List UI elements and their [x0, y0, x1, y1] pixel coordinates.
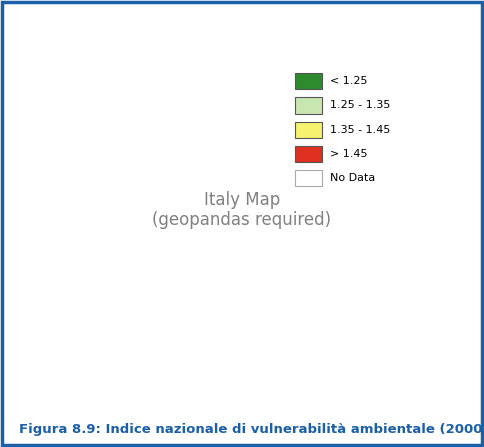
Text: > 1.45: > 1.45 [331, 149, 368, 159]
Text: 1.35 - 1.45: 1.35 - 1.45 [331, 125, 391, 135]
Text: Italy Map
(geopandas required): Italy Map (geopandas required) [152, 191, 332, 229]
FancyBboxPatch shape [295, 146, 321, 162]
Text: < 1.25: < 1.25 [331, 76, 368, 86]
FancyBboxPatch shape [295, 122, 321, 138]
FancyBboxPatch shape [295, 97, 321, 114]
FancyBboxPatch shape [295, 170, 321, 186]
Text: 1.25 - 1.35: 1.25 - 1.35 [331, 101, 391, 110]
FancyBboxPatch shape [295, 73, 321, 89]
Text: No Data: No Data [331, 173, 376, 183]
Text: Figura 8.9: Indice nazionale di vulnerabilità ambientale (2000)¹¹: Figura 8.9: Indice nazionale di vulnerab… [19, 423, 484, 436]
